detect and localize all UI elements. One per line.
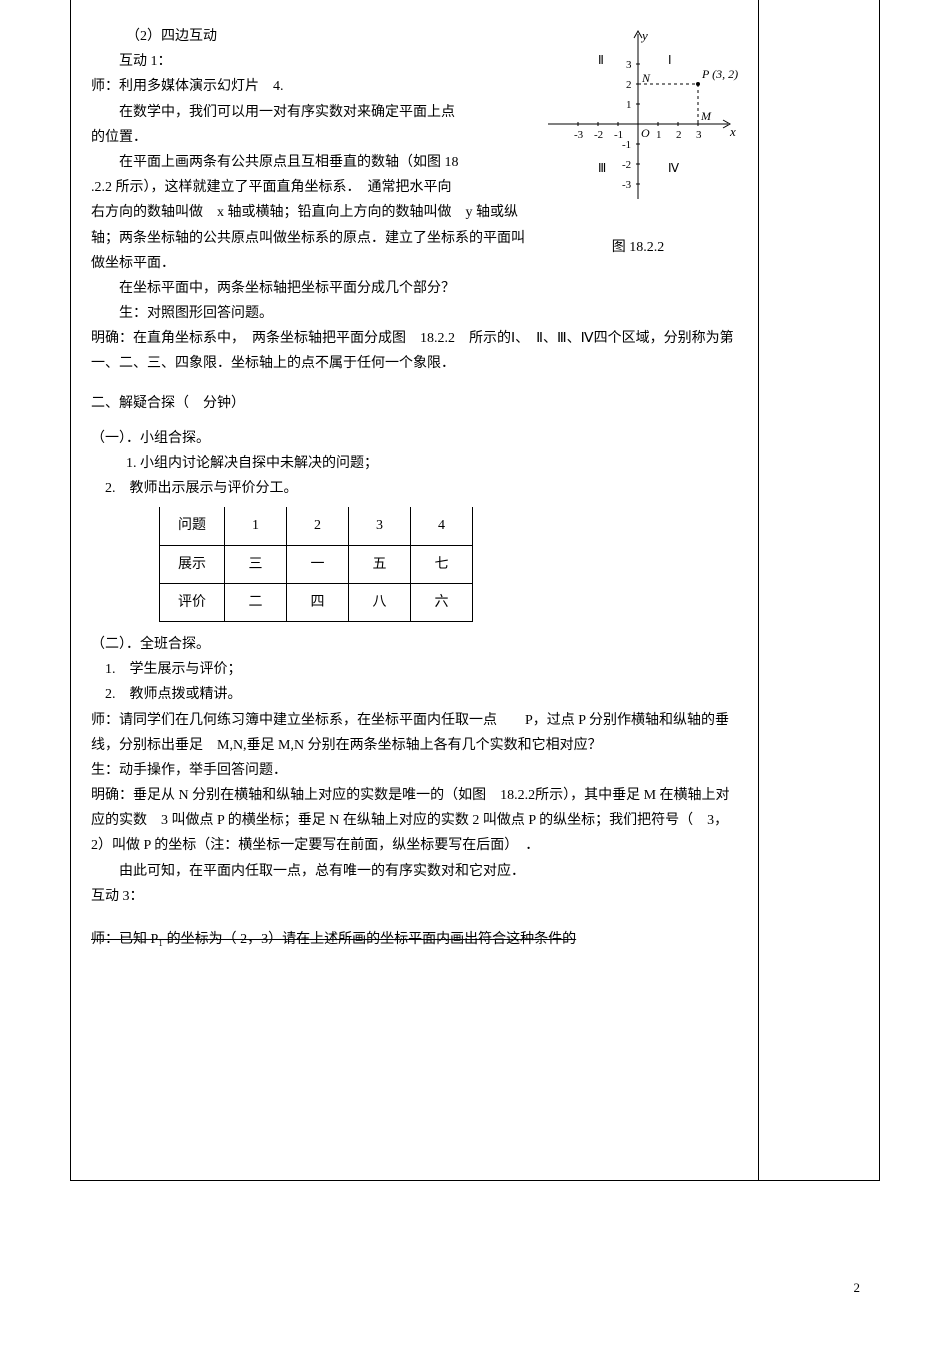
svg-text:2: 2 — [676, 129, 682, 141]
table-cell: 六 — [411, 583, 473, 621]
svg-text:-2: -2 — [622, 159, 631, 171]
svg-text:y: y — [640, 28, 648, 43]
subsection-heading: （一）．小组合探。 — [91, 426, 738, 451]
svg-text:-2: -2 — [594, 129, 603, 141]
coordinate-graph: -3 -2 -1 1 2 3 1 2 3 -1 -2 -3 y x O — [538, 24, 738, 213]
text: 生：动手操作，举手回答问题． — [91, 758, 738, 783]
svg-text:-3: -3 — [622, 179, 632, 191]
svg-text:Ⅳ: Ⅳ — [668, 161, 679, 175]
svg-text:1: 1 — [626, 99, 632, 111]
table-row: 展示 三 一 五 七 — [160, 545, 473, 583]
svg-text:-3: -3 — [574, 129, 584, 141]
table-cell: 一 — [287, 545, 349, 583]
section-heading: 二、解疑合探（ 分钟） — [91, 391, 738, 416]
svg-text:3: 3 — [696, 129, 702, 141]
svg-text:N: N — [641, 71, 651, 85]
table-cell: 问题 — [160, 507, 225, 545]
table-cell: 七 — [411, 545, 473, 583]
svg-text:1: 1 — [656, 129, 662, 141]
list-item: 2. 教师出示展示与评价分工。 — [105, 476, 738, 501]
table-cell: 八 — [349, 583, 411, 621]
svg-text:O: O — [641, 126, 650, 140]
table-cell: 二 — [225, 583, 287, 621]
text: 由此可知，在平面内任取一点，总有唯一的有序实数对和它对应． — [91, 859, 738, 884]
svg-text:Ⅰ: Ⅰ — [668, 53, 672, 67]
svg-text:2: 2 — [626, 79, 632, 91]
table-cell: 展示 — [160, 545, 225, 583]
text: 师：请同学们在几何练习簿中建立坐标系，在坐标平面内任取一点 P，过点 P 分别作… — [91, 708, 738, 758]
assignment-table: 问题 1 2 3 4 展示 三 一 五 七 评价 二 四 八 — [159, 507, 473, 622]
list-item: 1. 学生展示与评价； — [105, 657, 738, 682]
table-cell: 五 — [349, 545, 411, 583]
list-item: 1. 小组内讨论解决自探中未解决的问题； — [91, 451, 738, 476]
list-item: 2. 教师点拨或精讲。 — [105, 682, 738, 707]
svg-text:Ⅲ: Ⅲ — [598, 161, 606, 175]
svg-text:Ⅱ: Ⅱ — [598, 53, 604, 67]
svg-text:3: 3 — [626, 59, 632, 71]
svg-text:-1: -1 — [622, 139, 631, 151]
text: 生：对照图形回答问题。 — [91, 301, 738, 326]
svg-text:M: M — [700, 109, 712, 123]
table-cell: 四 — [287, 583, 349, 621]
table-cell: 4 — [411, 507, 473, 545]
figure-caption: 图 18.2.2 — [538, 235, 738, 260]
page-number: 2 — [854, 1276, 861, 1299]
svg-text:P (3, 2): P (3, 2) — [701, 67, 738, 81]
table-cell: 3 — [349, 507, 411, 545]
text: 在坐标平面中，两条坐标轴把坐标平面分成几个部分？ — [91, 276, 738, 301]
table-row: 问题 1 2 3 4 — [160, 507, 473, 545]
table-cell: 评价 — [160, 583, 225, 621]
table-row: 评价 二 四 八 六 — [160, 583, 473, 621]
table-cell: 三 — [225, 545, 287, 583]
table-cell: 2 — [287, 507, 349, 545]
text: 明确：垂足从 N 分别在横轴和纵轴上对应的实数是唯一的（如图 18.2.2所示）… — [91, 783, 738, 859]
struck-text: 师：已知 P₁ 的坐标为（ 2，3）请在上述所画的坐标平面内画出符合这种条件的 — [91, 927, 738, 952]
text: 明确：在直角坐标系中， 两条坐标轴把平面分成图 18.2.2 所示的Ⅰ、 Ⅱ、Ⅲ… — [91, 326, 738, 376]
table-cell: 1 — [225, 507, 287, 545]
text: 互动 3： — [91, 884, 738, 909]
svg-text:x: x — [729, 124, 736, 139]
subsection-heading: （二）．全班合探。 — [91, 632, 738, 657]
